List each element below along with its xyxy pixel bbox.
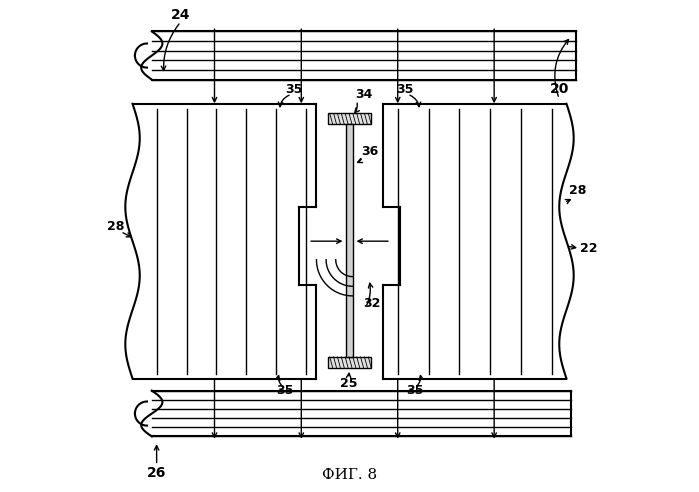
Text: 25: 25 <box>340 377 357 390</box>
Text: ФИГ. 8: ФИГ. 8 <box>322 468 377 482</box>
Text: 32: 32 <box>363 297 380 310</box>
Bar <box>347 124 352 357</box>
Text: 24: 24 <box>171 7 191 22</box>
Text: 35: 35 <box>396 83 414 96</box>
Bar <box>328 113 371 124</box>
Bar <box>328 357 371 368</box>
Text: 20: 20 <box>549 82 569 96</box>
Text: 35: 35 <box>285 83 303 96</box>
Text: 28: 28 <box>569 184 586 197</box>
Text: 22: 22 <box>580 242 598 255</box>
Text: 34: 34 <box>355 88 373 101</box>
Text: 35: 35 <box>406 384 424 397</box>
Text: 28: 28 <box>108 220 125 233</box>
Text: 35: 35 <box>275 384 293 397</box>
Text: 26: 26 <box>147 465 166 480</box>
Text: 36: 36 <box>361 146 379 158</box>
